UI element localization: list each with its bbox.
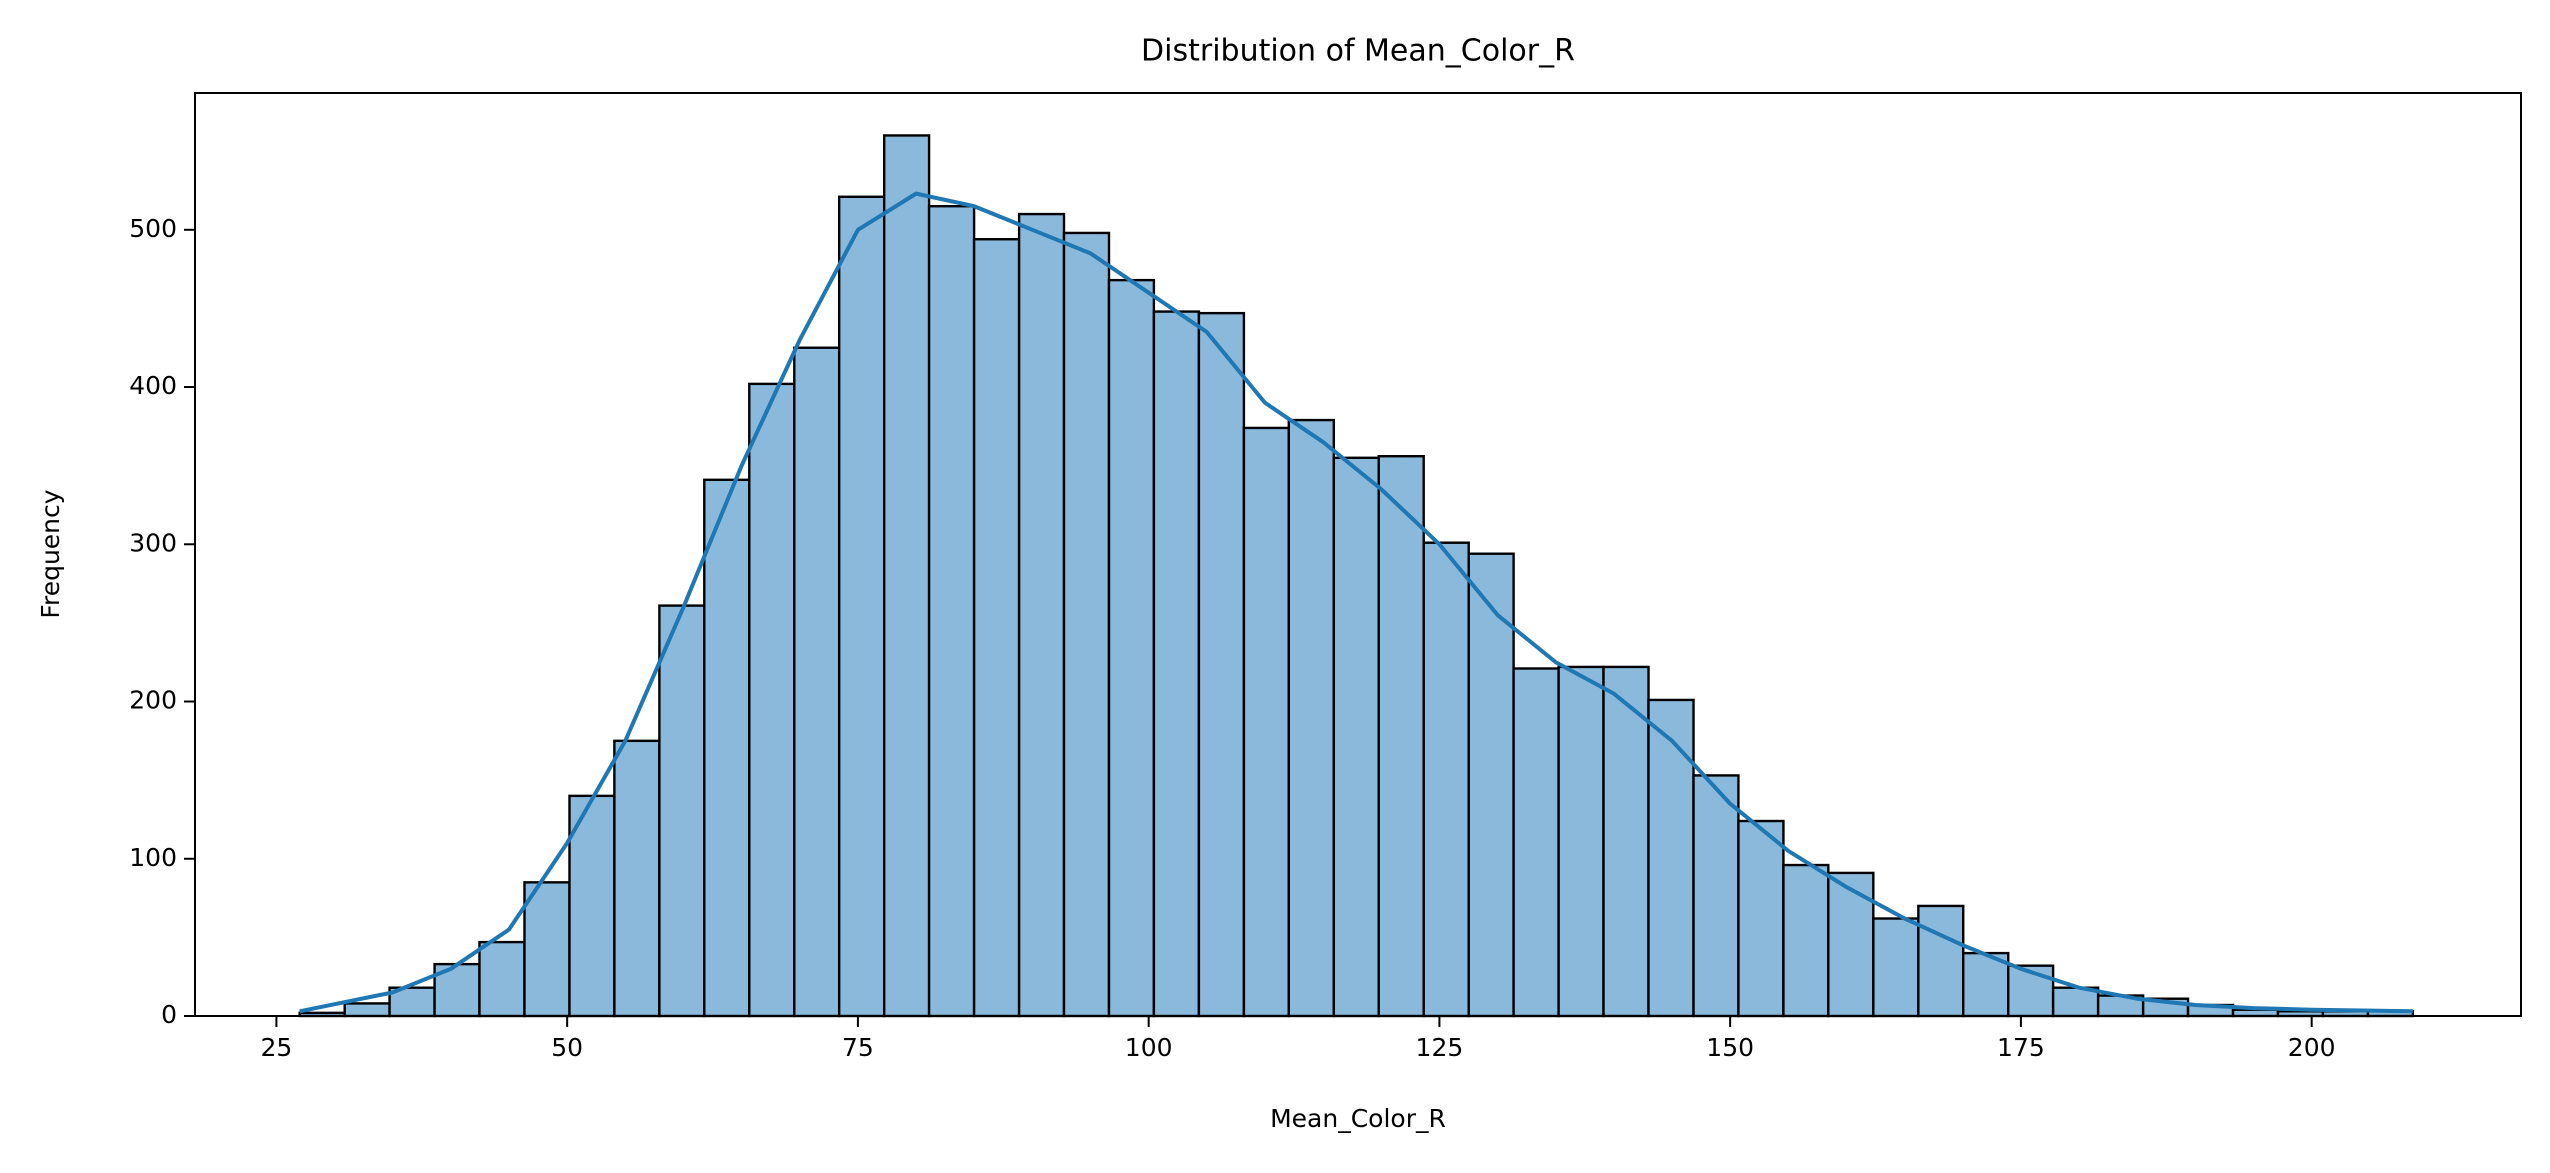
bar — [1197, 311, 1246, 1018]
bar — [523, 881, 571, 1018]
y-tick-label: 500 — [129, 214, 177, 243]
y-tick-label: 400 — [129, 371, 177, 400]
y-axis-label: Frequency — [36, 489, 65, 618]
bar — [613, 739, 661, 1018]
kde-line — [299, 191, 2413, 1014]
bar — [478, 940, 526, 1018]
bar — [1782, 863, 1830, 1018]
bar — [1737, 819, 1785, 1018]
plot-frame — [194, 92, 2522, 1017]
bar — [1557, 665, 1605, 1018]
bar — [882, 134, 931, 1018]
bar — [1647, 698, 1695, 1018]
x-tick-label: 25 — [261, 1033, 293, 1062]
bar — [1377, 455, 1425, 1018]
bar — [1332, 456, 1380, 1018]
y-tick-label: 0 — [161, 1000, 177, 1029]
chart-title: Distribution of Mean_Color_R — [1141, 34, 1575, 69]
y-tick-label: 300 — [129, 528, 177, 557]
bar — [1917, 904, 1965, 1018]
x-tick-label: 50 — [551, 1033, 583, 1062]
bar — [1062, 231, 1111, 1018]
bar — [1017, 212, 1066, 1018]
bar — [658, 604, 706, 1018]
bar — [2051, 986, 2100, 1018]
y-tick-label: 200 — [129, 686, 177, 715]
bar — [343, 1002, 391, 1018]
bar — [748, 382, 796, 1018]
bar — [1107, 278, 1156, 1018]
x-tick-label: 150 — [1706, 1033, 1754, 1062]
bar — [703, 478, 751, 1018]
bar — [837, 195, 886, 1018]
bar — [1242, 426, 1291, 1018]
bar — [793, 346, 841, 1018]
bar — [1152, 310, 1201, 1018]
x-tick-label: 125 — [1416, 1033, 1464, 1062]
bar — [1692, 774, 1740, 1018]
x-tick-label: 100 — [1125, 1033, 1173, 1062]
bar — [1602, 665, 1650, 1018]
bar — [972, 238, 1021, 1018]
bar — [1512, 667, 1560, 1018]
bar — [1872, 917, 1920, 1018]
bar — [927, 205, 976, 1018]
bar — [1422, 541, 1470, 1018]
bar — [1287, 418, 1336, 1018]
x-tick-label: 75 — [842, 1033, 874, 1062]
x-axis-label: Mean_Color_R — [1270, 1104, 1446, 1133]
bar — [1827, 871, 1875, 1018]
x-tick-label: 200 — [2288, 1033, 2336, 1062]
y-tick-label: 100 — [129, 843, 177, 872]
x-tick-label: 175 — [1997, 1033, 2045, 1062]
